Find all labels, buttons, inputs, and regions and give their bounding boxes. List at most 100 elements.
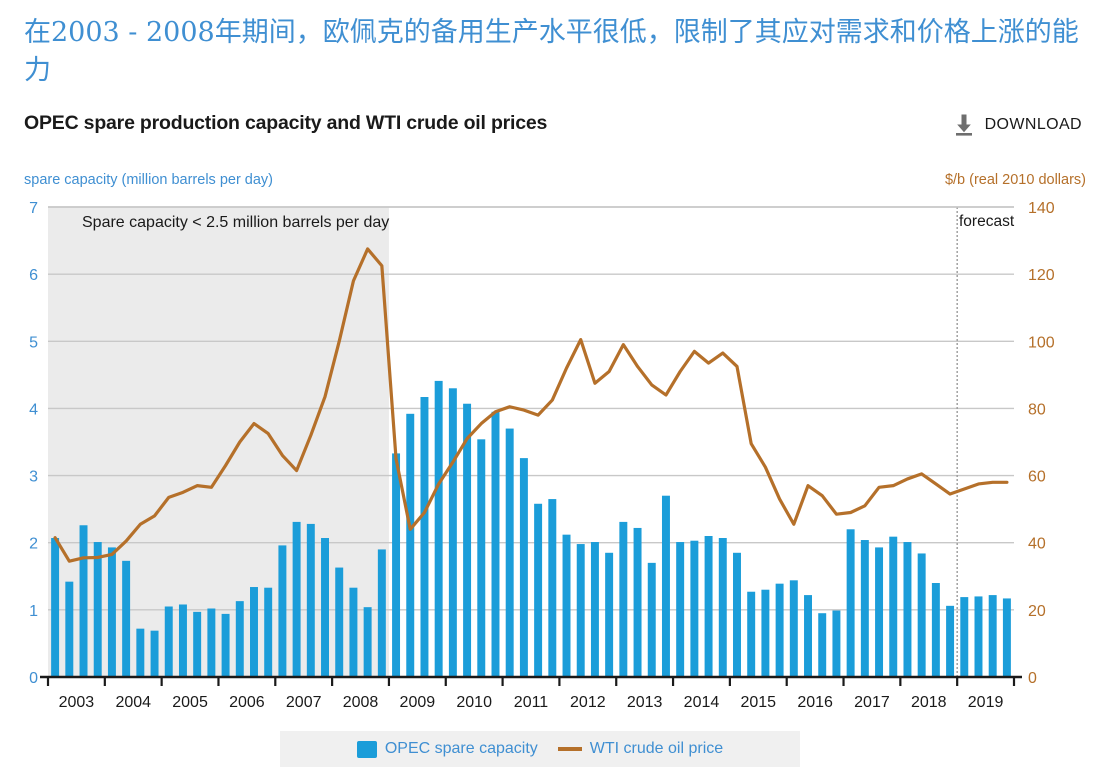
bar[interactable]: [832, 610, 841, 677]
bar[interactable]: [235, 601, 244, 677]
bar[interactable]: [264, 587, 273, 677]
bar[interactable]: [306, 523, 315, 677]
bar[interactable]: [605, 552, 614, 677]
download-button[interactable]: DOWNLOAD: [954, 114, 1082, 136]
bar[interactable]: [93, 542, 102, 677]
bar[interactable]: [534, 503, 543, 677]
legend-item-bar[interactable]: OPEC spare capacity: [356, 740, 538, 758]
bar[interactable]: [619, 521, 628, 677]
bar[interactable]: [718, 538, 727, 677]
left-tick-label: 2: [29, 536, 38, 553]
bar[interactable]: [633, 527, 642, 677]
right-tick-label: 120: [1028, 267, 1055, 284]
bar[interactable]: [349, 587, 358, 677]
bar[interactable]: [250, 587, 258, 677]
legend-line-label: WTI crude oil price: [589, 740, 724, 757]
x-tick-label: 2007: [286, 694, 322, 711]
bar[interactable]: [207, 608, 216, 677]
bar[interactable]: [136, 628, 145, 677]
bar[interactable]: [164, 606, 173, 678]
bar[interactable]: [79, 525, 88, 677]
bar[interactable]: [946, 605, 955, 677]
bar[interactable]: [960, 597, 969, 677]
bar[interactable]: [875, 547, 884, 677]
bar[interactable]: [107, 547, 116, 677]
bar[interactable]: [889, 536, 898, 677]
bar[interactable]: [846, 529, 855, 677]
bar[interactable]: [690, 540, 699, 677]
x-tick-label: 2010: [456, 694, 492, 711]
download-icon: [954, 114, 974, 136]
bar[interactable]: [676, 542, 685, 677]
bar[interactable]: [576, 544, 585, 677]
left-tick-label: 3: [29, 469, 38, 486]
x-tick-label: 2011: [514, 694, 549, 711]
bar[interactable]: [434, 380, 443, 677]
bar[interactable]: [661, 495, 670, 677]
x-tick-label: 2015: [740, 694, 776, 711]
bar[interactable]: [548, 499, 557, 677]
right-axis-title: $/b (real 2010 dollars): [944, 172, 1086, 188]
left-tick-label: 0: [29, 670, 38, 687]
right-tick-label: 0: [1028, 670, 1037, 687]
bar[interactable]: [377, 549, 386, 677]
left-tick-label: 4: [29, 401, 38, 418]
bar[interactable]: [335, 567, 344, 677]
bar[interactable]: [974, 596, 983, 677]
bar[interactable]: [491, 411, 500, 677]
bar[interactable]: [917, 553, 926, 677]
bar[interactable]: [988, 595, 997, 677]
bar[interactable]: [122, 560, 131, 677]
x-tick-label: 2012: [570, 694, 606, 711]
bar[interactable]: [221, 613, 230, 677]
price-line[interactable]: [53, 247, 1009, 563]
right-tick-label: 100: [1028, 334, 1055, 351]
bar[interactable]: [65, 581, 74, 677]
bar[interactable]: [505, 428, 514, 677]
x-tick-label: 2004: [115, 694, 151, 711]
bar[interactable]: [420, 397, 429, 677]
bar[interactable]: [292, 521, 301, 677]
bar[interactable]: [321, 538, 329, 677]
bar[interactable]: [860, 540, 869, 677]
legend-item-line[interactable]: WTI crude oil price: [557, 740, 724, 758]
shaded-region: [48, 207, 389, 677]
bar[interactable]: [789, 580, 798, 677]
bar[interactable]: [818, 613, 827, 677]
x-tick-label: 2006: [229, 694, 265, 711]
bar[interactable]: [406, 413, 415, 677]
x-tick-label: 2019: [968, 694, 1004, 711]
bar[interactable]: [903, 542, 912, 677]
bar[interactable]: [178, 604, 187, 677]
bar[interactable]: [51, 538, 60, 677]
bar[interactable]: [647, 562, 656, 677]
right-tick-label: 40: [1028, 536, 1046, 553]
bar[interactable]: [448, 388, 457, 677]
bar[interactable]: [392, 453, 401, 677]
spare-capacity-annotation: Spare capacity < 2.5 million barrels per…: [82, 214, 390, 231]
x-tick-label: 2009: [400, 694, 436, 711]
x-tick-label: 2013: [627, 694, 663, 711]
x-tick-label: 2008: [343, 694, 379, 711]
bar[interactable]: [747, 591, 756, 677]
bar[interactable]: [804, 595, 812, 677]
bar[interactable]: [931, 583, 940, 677]
bar[interactable]: [761, 589, 770, 677]
bar[interactable]: [1002, 598, 1011, 677]
bar[interactable]: [590, 542, 599, 677]
legend-bar-label: OPEC spare capacity: [384, 740, 538, 757]
bar[interactable]: [477, 439, 486, 677]
bar[interactable]: [733, 552, 741, 677]
bar[interactable]: [704, 536, 713, 677]
bar[interactable]: [278, 545, 287, 677]
bar[interactable]: [519, 458, 528, 677]
bar[interactable]: [193, 611, 202, 677]
bar[interactable]: [775, 583, 784, 677]
x-tick-label: 2014: [684, 694, 720, 711]
x-tick-label: 2018: [911, 694, 947, 711]
bar[interactable]: [150, 630, 159, 677]
bar[interactable]: [463, 403, 472, 677]
bar[interactable]: [363, 607, 372, 677]
bar[interactable]: [562, 534, 571, 677]
